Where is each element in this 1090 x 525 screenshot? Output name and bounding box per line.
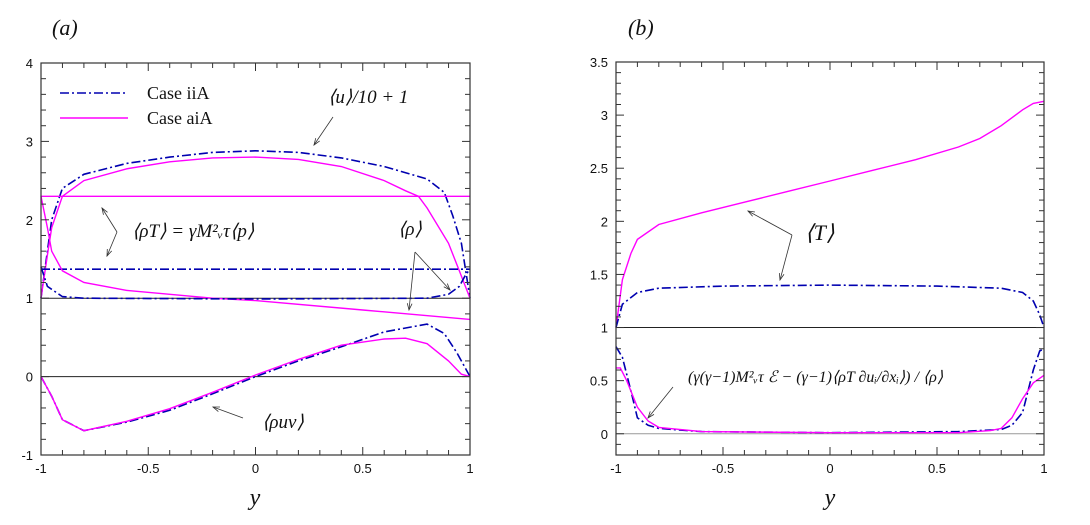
y-tick-label: 1 bbox=[601, 321, 608, 336]
annotation-u: ⟨u⟩/10 + 1 bbox=[328, 87, 408, 108]
series-line-iiA bbox=[40, 149, 471, 299]
annotation-rho: ⟨ρ⟩ bbox=[398, 219, 423, 240]
y-tick-label: 3.5 bbox=[590, 55, 608, 70]
x-tick-label: -1 bbox=[35, 461, 47, 476]
annotation-arrow bbox=[101, 207, 118, 233]
y-tick-label: 1.5 bbox=[590, 267, 608, 282]
y-tick-label: 0.5 bbox=[590, 374, 608, 389]
annotation-dissipation: (γ(γ−1)M²ᵥτ ℰ − (γ−1)⟨ρT ∂uᵢ/∂xᵢ⟩) / ⟨ρ⟩ bbox=[688, 369, 944, 386]
series-line-aiA bbox=[40, 337, 471, 432]
annotation-rhoT: ⟨ρT⟩ = γM²ᵥτ⟨p⟩ bbox=[132, 221, 255, 242]
annotation-arrow bbox=[647, 386, 674, 419]
y-tick-label: 1 bbox=[26, 291, 33, 306]
y-tick-label: -1 bbox=[21, 448, 33, 463]
series-line-iiA bbox=[40, 266, 471, 300]
panel-a: -1 -0.5 0 0.5 1 -1 0 1 2 3 4 (a) y Case iiA Case aiA ⟨u… bbox=[21, 15, 473, 511]
series-line-aiA bbox=[40, 196, 471, 321]
series-line-iiA bbox=[615, 284, 1045, 328]
annotation-T: ⟨T⟩ bbox=[805, 220, 835, 245]
arrow-head bbox=[443, 283, 451, 291]
arrow-head bbox=[746, 210, 755, 217]
x-tick-label: -1 bbox=[610, 461, 622, 476]
x-tick-label: -0.5 bbox=[137, 461, 159, 476]
arrow-head bbox=[211, 406, 221, 412]
x-tick-label: 0.5 bbox=[354, 461, 372, 476]
series-line-aiA bbox=[616, 367, 1045, 434]
panel-b: -1 -0.5 0 0.5 1 0 0.5 1 1.5 2 2.5 3 3.5 (b) y ⟨T⟩ (γ(γ−1… bbox=[590, 15, 1048, 511]
y-tick-label: 0 bbox=[26, 370, 33, 385]
arrow-head bbox=[101, 207, 108, 215]
annotation-rhouv: ⟨ρuv⟩ bbox=[262, 412, 304, 433]
panel-label: (a) bbox=[52, 15, 78, 40]
annotation-arrow bbox=[408, 251, 416, 311]
series-line-aiA bbox=[40, 156, 471, 299]
y-tick-label: 0 bbox=[601, 427, 608, 442]
series-line-aiA bbox=[615, 100, 1045, 328]
arrow-head bbox=[106, 248, 113, 258]
x-axis-label: y bbox=[248, 485, 261, 511]
y-tick-label: 3 bbox=[26, 134, 33, 149]
plot-frame bbox=[40, 62, 471, 456]
x-tick-label: 0 bbox=[252, 461, 259, 476]
y-tick-label: 2 bbox=[26, 213, 33, 228]
plot-frame bbox=[615, 61, 1045, 456]
arrow-head bbox=[313, 138, 320, 146]
annotation-arrow bbox=[212, 406, 244, 419]
y-tick-label: 4 bbox=[26, 56, 33, 71]
legend-label: Case iiA bbox=[147, 83, 210, 103]
series-line-iiA bbox=[40, 323, 471, 432]
legend-label: Case aiA bbox=[147, 108, 212, 128]
annotation-arrow bbox=[747, 210, 793, 236]
annotation-arrow bbox=[414, 251, 451, 291]
x-tick-label: 1 bbox=[466, 461, 473, 476]
annotation-arrow bbox=[779, 234, 793, 281]
arrow-head bbox=[778, 272, 785, 282]
x-tick-label: -0.5 bbox=[712, 461, 734, 476]
y-tick-label: 2 bbox=[601, 214, 608, 229]
y-tick-label: 3 bbox=[601, 108, 608, 123]
annotation-arrow bbox=[106, 231, 118, 257]
annotation-arrow bbox=[313, 116, 334, 146]
panel-label: (b) bbox=[628, 15, 654, 40]
series-line-iiA bbox=[615, 346, 1045, 434]
x-tick-label: 0.5 bbox=[928, 461, 946, 476]
y-tick-label: 2.5 bbox=[590, 161, 608, 176]
x-axis-label: y bbox=[823, 485, 836, 511]
x-tick-label: 1 bbox=[1040, 461, 1047, 476]
arrow-head bbox=[647, 411, 655, 419]
arrow-head bbox=[406, 303, 413, 312]
x-tick-label: 0 bbox=[826, 461, 833, 476]
